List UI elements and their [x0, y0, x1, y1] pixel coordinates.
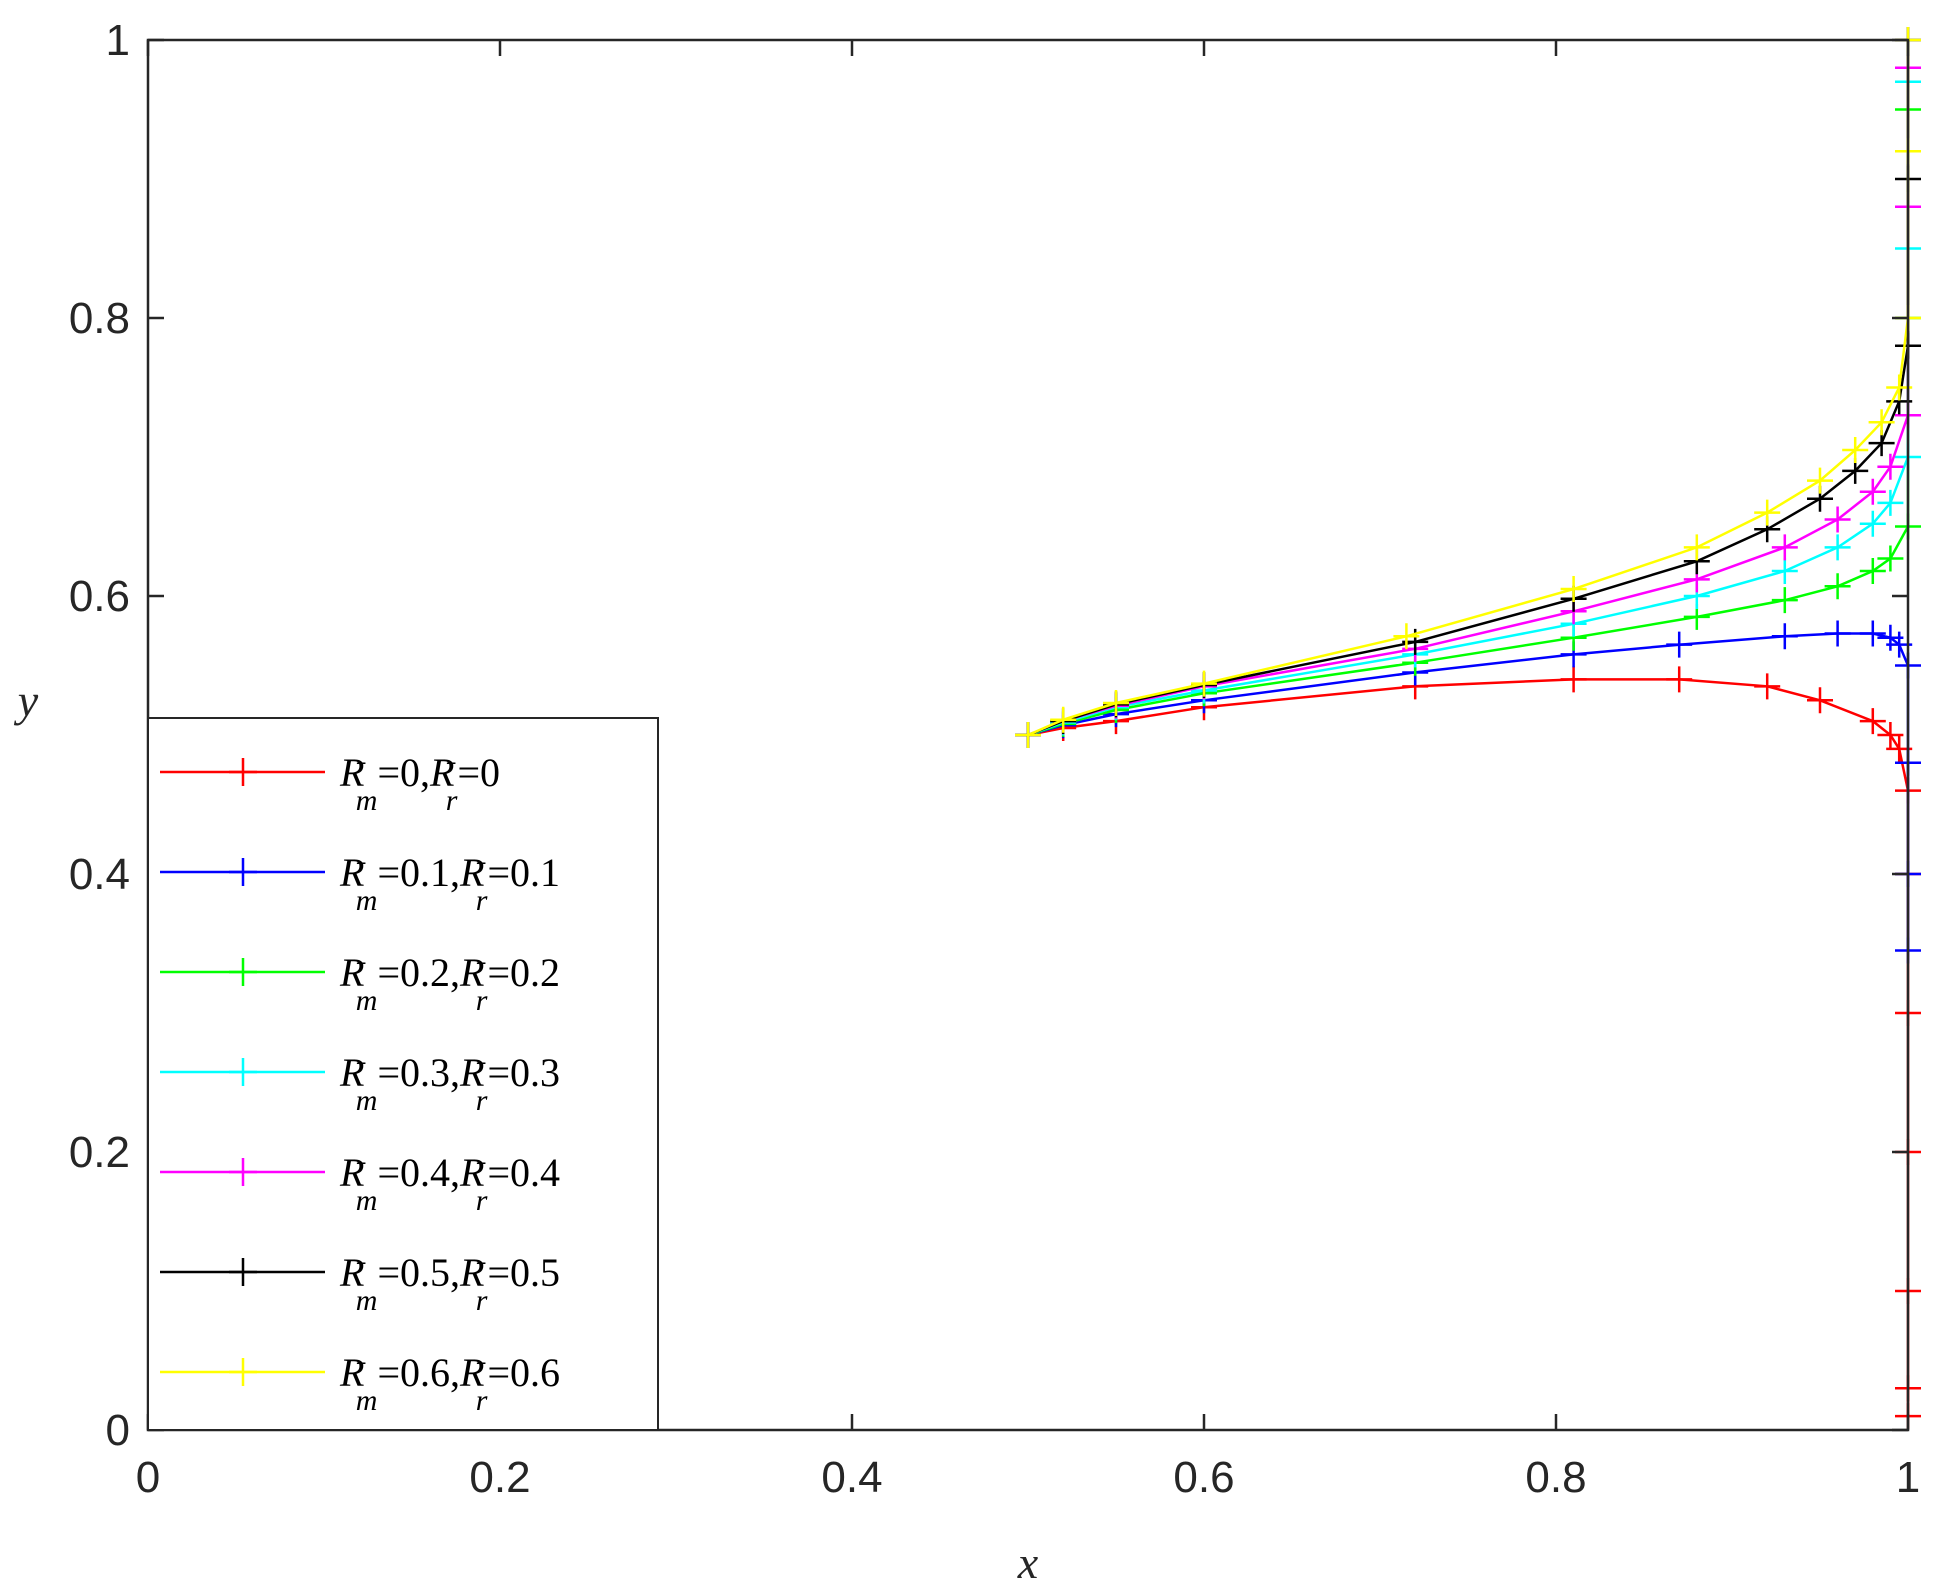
- legend-entry: Rˉ m=0.6,Rˉ r=0.6: [160, 1350, 560, 1417]
- data-point: [1771, 587, 1798, 614]
- data-point: [1824, 534, 1851, 561]
- data-point: [1824, 506, 1851, 533]
- legend-marker: [229, 1258, 257, 1286]
- data-point: [1771, 623, 1798, 650]
- legend-entry: Rˉ m=0.5,Rˉ r=0.5: [160, 1250, 560, 1317]
- series-line: [1027, 81, 1910, 737]
- series-layer: [1015, 27, 1921, 1430]
- legend-label: Rˉ m=0.6,Rˉ r=0.6: [339, 1350, 560, 1417]
- data-point: [1754, 673, 1781, 700]
- data-point: [1859, 708, 1886, 735]
- data-point: [1868, 409, 1895, 436]
- legend-label: Rˉ m=0.4,Rˉ r=0.4: [339, 1150, 560, 1217]
- legend-label: Rˉ m=0.2,Rˉ r=0.2: [339, 950, 560, 1017]
- data-point: [1877, 453, 1904, 480]
- data-point: [1807, 467, 1833, 494]
- x-axis-title: x: [1017, 1537, 1039, 1588]
- data-point: [1771, 557, 1798, 584]
- data-point: [1859, 620, 1886, 647]
- legend-entries: Rˉ m=0,Rˉ r=0 Rˉ m=0.1,Rˉ r=0.1 Rˉ m=0.2,Rˉ r=0.…: [160, 750, 560, 1417]
- legend: Rˉ m=0,Rˉ r=0 Rˉ m=0.1,Rˉ r=0.1 Rˉ m=0.2,Rˉ r=0.…: [147, 717, 659, 1431]
- legend-label: Rˉ m=0.5,Rˉ r=0.5: [339, 1250, 560, 1317]
- data-point: [1771, 534, 1798, 561]
- data-point: [1807, 687, 1833, 714]
- data-point: [1103, 690, 1129, 717]
- y-tick-label: 0.8: [69, 294, 130, 343]
- data-point: [1824, 620, 1851, 647]
- data-point: [1666, 631, 1693, 658]
- data-point: [1859, 510, 1886, 537]
- y-tick-label: 0: [106, 1406, 130, 1455]
- legend-marker: [229, 1058, 257, 1086]
- y-tick-label: 0.2: [69, 1128, 130, 1177]
- data-point: [1859, 557, 1886, 584]
- data-point: [1824, 573, 1851, 600]
- legend-marker: [229, 758, 257, 786]
- x-tick-label: 0.4: [821, 1453, 882, 1502]
- legend-marker: [229, 1158, 257, 1186]
- x-tick-label: 0: [136, 1453, 160, 1502]
- x-tick-label: 1: [1896, 1453, 1920, 1502]
- data-point: [1560, 576, 1587, 603]
- data-point: [1754, 499, 1781, 526]
- legend-marker: [229, 858, 257, 886]
- data-point: [1859, 478, 1886, 505]
- data-point: [1393, 623, 1420, 650]
- legend-label: Rˉ m=0.3,Rˉ r=0.3: [339, 1050, 560, 1117]
- legend-entry: Rˉ m=0.1,Rˉ r=0.1: [160, 850, 560, 917]
- legend-label: Rˉ m=0,Rˉ r=0: [339, 750, 500, 817]
- data-point: [1842, 437, 1869, 464]
- y-tick-label: 1: [106, 16, 130, 65]
- data-point: [1191, 670, 1217, 697]
- x-tick-label: 0.6: [1173, 1453, 1234, 1502]
- y-tick-label: 0.4: [69, 850, 130, 899]
- y-axis-title: y: [14, 675, 39, 726]
- data-point: [1877, 722, 1904, 748]
- data-point: [1666, 666, 1693, 693]
- x-tick-label: 0.8: [1525, 1453, 1586, 1502]
- series-line: [1027, 67, 1910, 737]
- legend-entry: Rˉ m=0.2,Rˉ r=0.2: [160, 950, 560, 1017]
- tick-layer: 0 0.2 0.4 0.6 0.8 1 0 0.2 0.4 0.6 0.8 1: [69, 16, 1920, 1502]
- y-tick-label: 0.6: [69, 572, 130, 621]
- series-line: [1027, 109, 1910, 737]
- data-point: [1560, 666, 1587, 693]
- data-point: [1877, 489, 1904, 516]
- data-point: [1877, 545, 1904, 572]
- legend-box: [147, 717, 659, 1431]
- legend-marker: [229, 958, 257, 986]
- data-point: [1015, 722, 1041, 748]
- legend-marker: [229, 1358, 257, 1386]
- legend-entry: Rˉ m=0.3,Rˉ r=0.3: [160, 1050, 560, 1117]
- data-point: [1050, 706, 1077, 733]
- legend-entry: Rˉ m=0,Rˉ r=0: [160, 750, 500, 817]
- data-point: [1683, 534, 1710, 561]
- legend-label: Rˉ m=0.1,Rˉ r=0.1: [339, 850, 560, 917]
- x-tick-label: 0.2: [469, 1453, 530, 1502]
- legend-entry: Rˉ m=0.4,Rˉ r=0.4: [160, 1150, 560, 1217]
